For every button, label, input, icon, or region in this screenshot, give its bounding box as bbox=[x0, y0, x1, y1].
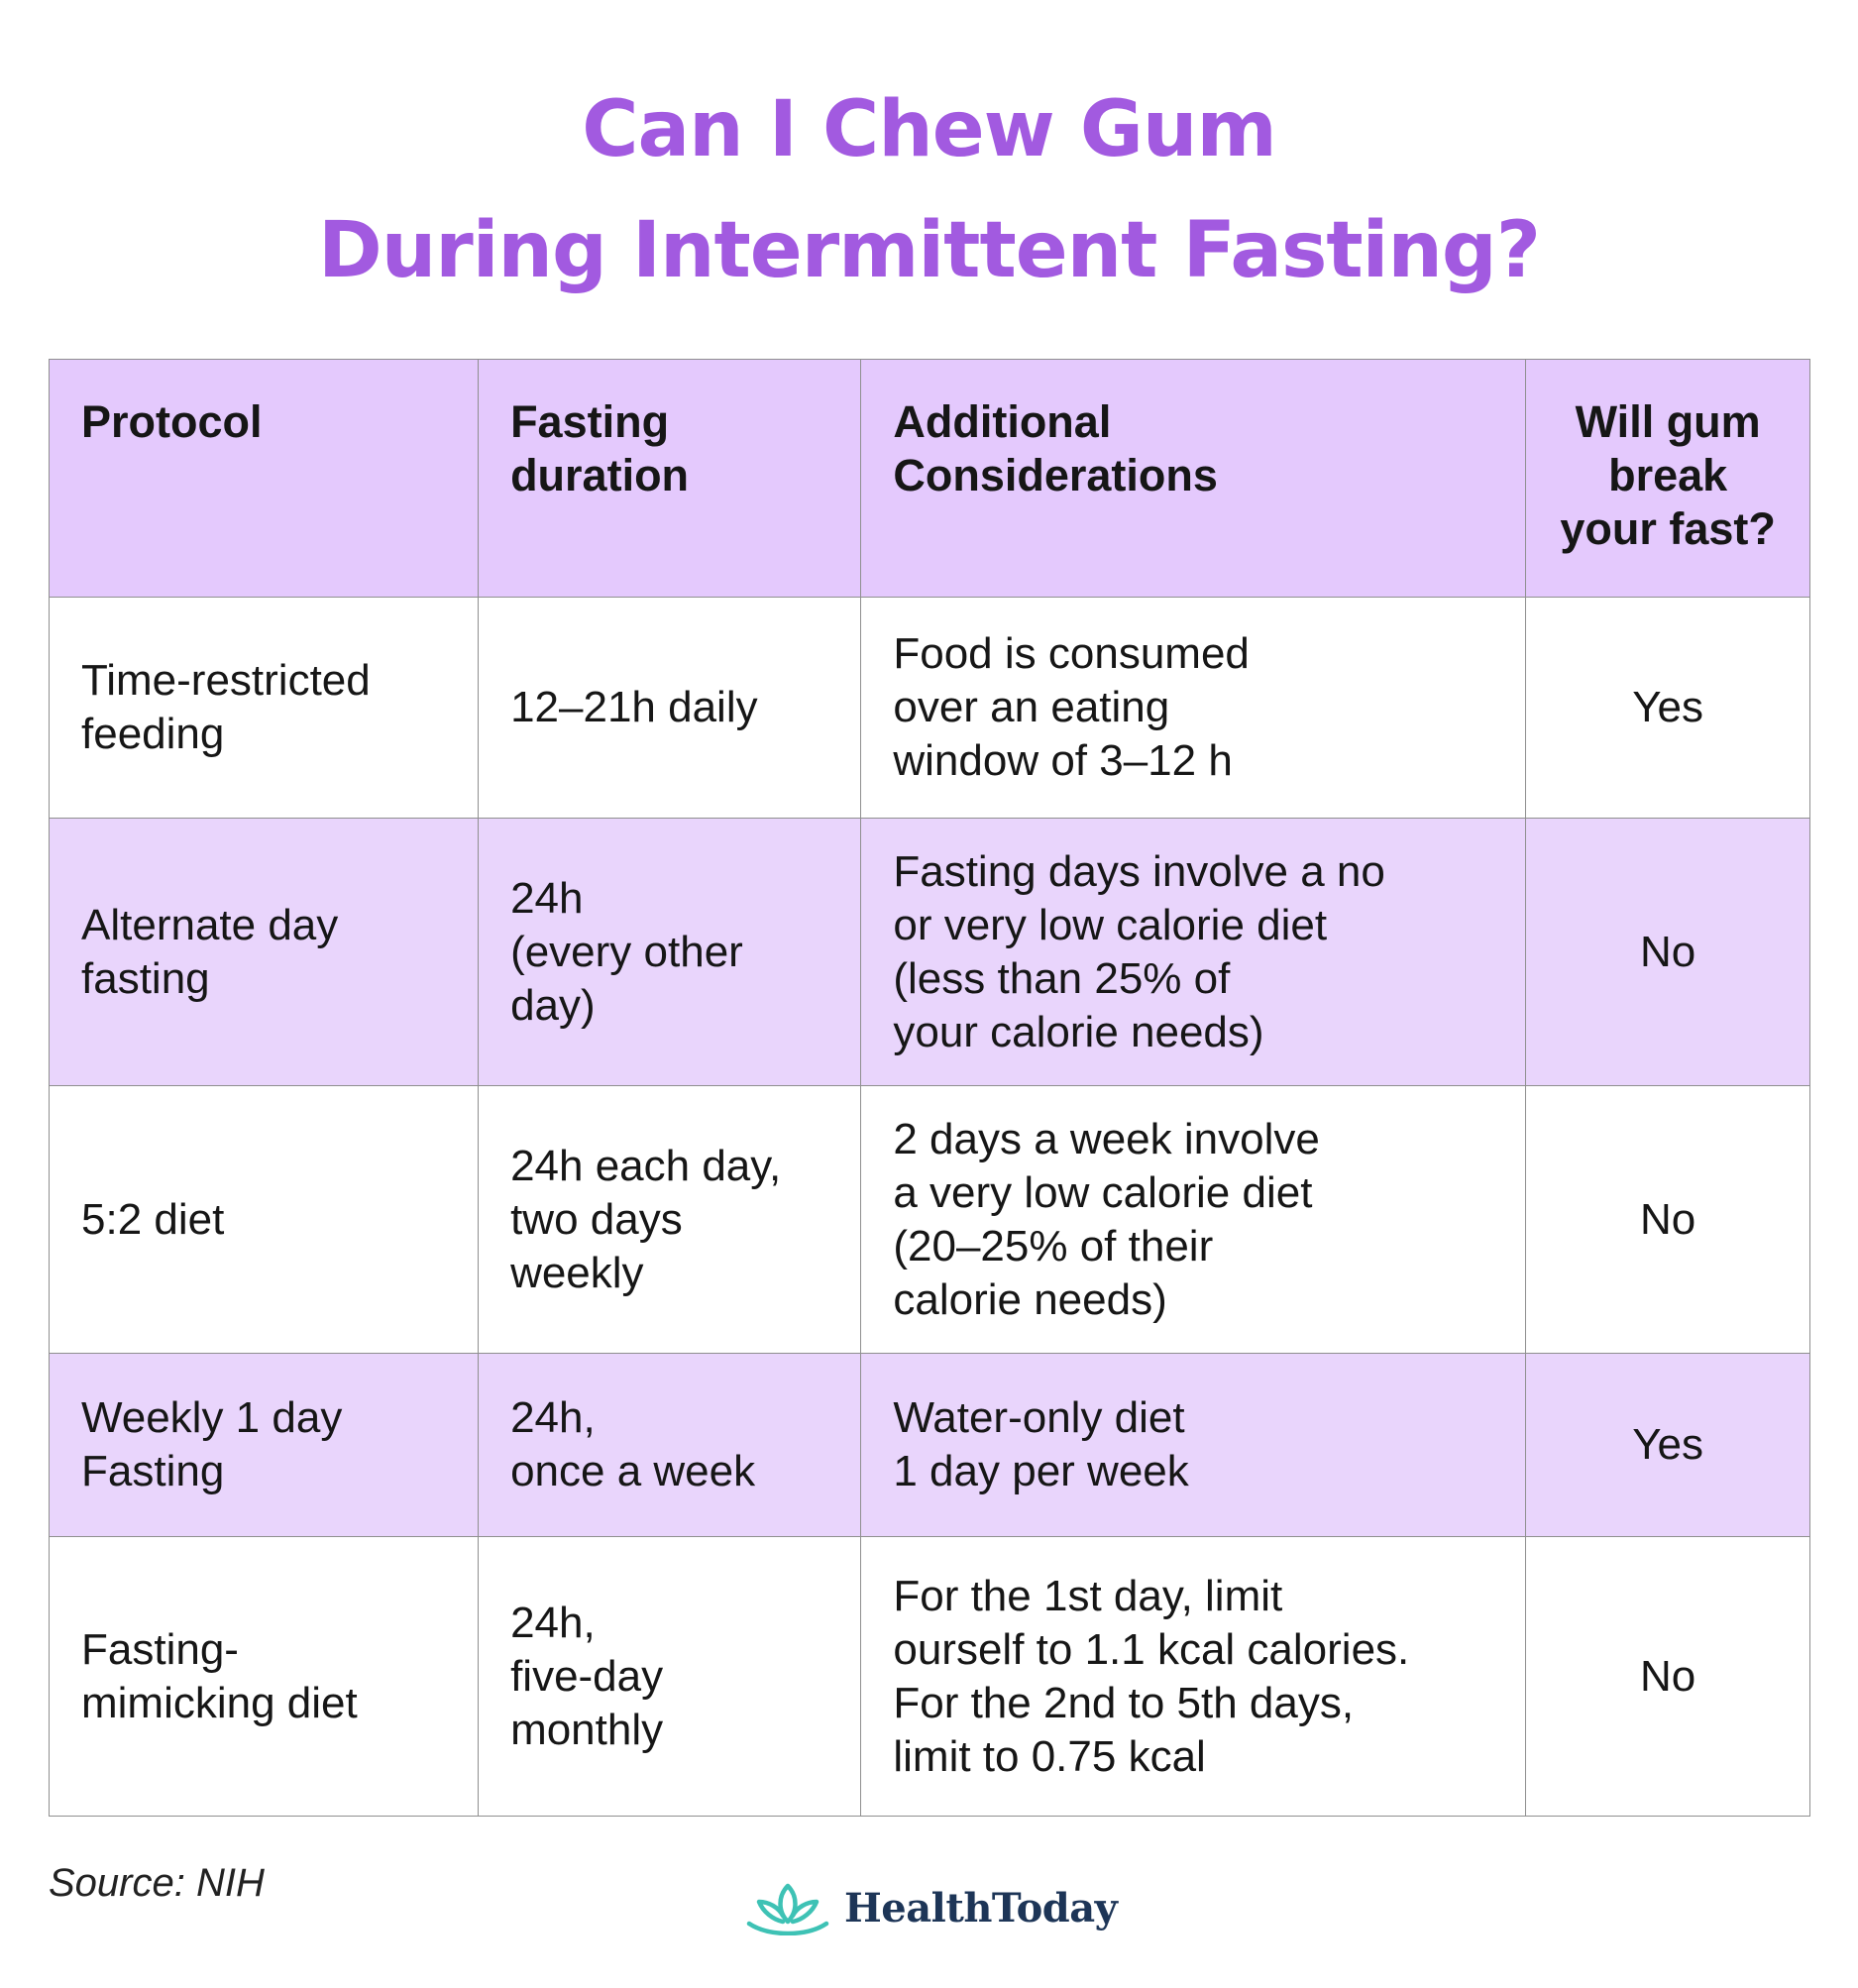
table-header-row: Protocol Fasting duration Additional Con… bbox=[48, 359, 1810, 598]
table-row: Time-restricted feeding 12–21h daily Foo… bbox=[48, 597, 1810, 819]
gum-answer-cell: Yes bbox=[1525, 1353, 1810, 1537]
duration-cell: 24h each day, two days weekly bbox=[478, 1085, 862, 1354]
duration-cell: 24h, once a week bbox=[478, 1353, 862, 1537]
gum-answer-cell: No bbox=[1525, 818, 1810, 1086]
brand-logo[interactable]: HealthToday bbox=[745, 1878, 1118, 1937]
protocol-cell: Time-restricted feeding bbox=[48, 597, 480, 819]
considerations-cell: Food is consumed over an eating window o… bbox=[860, 597, 1527, 819]
gum-answer-cell: Yes bbox=[1525, 597, 1810, 819]
duration-cell: 12–21h daily bbox=[478, 597, 862, 819]
header-protocol: Protocol bbox=[48, 359, 480, 598]
considerations-cell: Water-only diet 1 day per week bbox=[860, 1353, 1527, 1537]
header-will-gum-break-fast: Will gum break your fast? bbox=[1525, 359, 1810, 598]
protocol-cell: Fasting- mimicking diet bbox=[48, 1536, 480, 1817]
considerations-cell: For the 1st day, limit ourself to 1.1 kc… bbox=[860, 1536, 1527, 1817]
gum-answer-cell: No bbox=[1525, 1536, 1810, 1817]
fasting-protocols-table: Protocol Fasting duration Additional Con… bbox=[48, 359, 1810, 1817]
lotus-icon bbox=[745, 1880, 830, 1935]
gum-answer-cell: No bbox=[1525, 1085, 1810, 1354]
protocol-cell: Weekly 1 day Fasting bbox=[48, 1353, 480, 1537]
table-row: Weekly 1 day Fasting 24h, once a week Wa… bbox=[48, 1353, 1810, 1537]
source-note: Source: NIH bbox=[49, 1861, 265, 1905]
title-line-2: During Intermittent Fasting? bbox=[317, 206, 1541, 295]
title-line-1: Can I Chew Gum bbox=[582, 85, 1276, 174]
header-fasting-duration: Fasting duration bbox=[478, 359, 862, 598]
table-row: Fasting- mimicking diet 24h, five-day mo… bbox=[48, 1536, 1810, 1817]
duration-cell: 24h, five-day monthly bbox=[478, 1536, 862, 1817]
header-additional-considerations: Additional Considerations bbox=[860, 359, 1527, 598]
considerations-cell: Fasting days involve a no or very low ca… bbox=[860, 818, 1527, 1086]
table-row: 5:2 diet 24h each day, two days weekly 2… bbox=[48, 1085, 1810, 1354]
duration-cell: 24h (every other day) bbox=[478, 818, 862, 1086]
considerations-cell: 2 days a week involve a very low calorie… bbox=[860, 1085, 1527, 1354]
brand-name: HealthToday bbox=[844, 1884, 1118, 1932]
table-row: Alternate day fasting 24h (every other d… bbox=[48, 818, 1810, 1086]
page-title: Can I Chew Gum During Intermittent Fasti… bbox=[0, 69, 1858, 311]
protocol-cell: Alternate day fasting bbox=[48, 818, 480, 1086]
protocol-cell: 5:2 diet bbox=[48, 1085, 480, 1354]
